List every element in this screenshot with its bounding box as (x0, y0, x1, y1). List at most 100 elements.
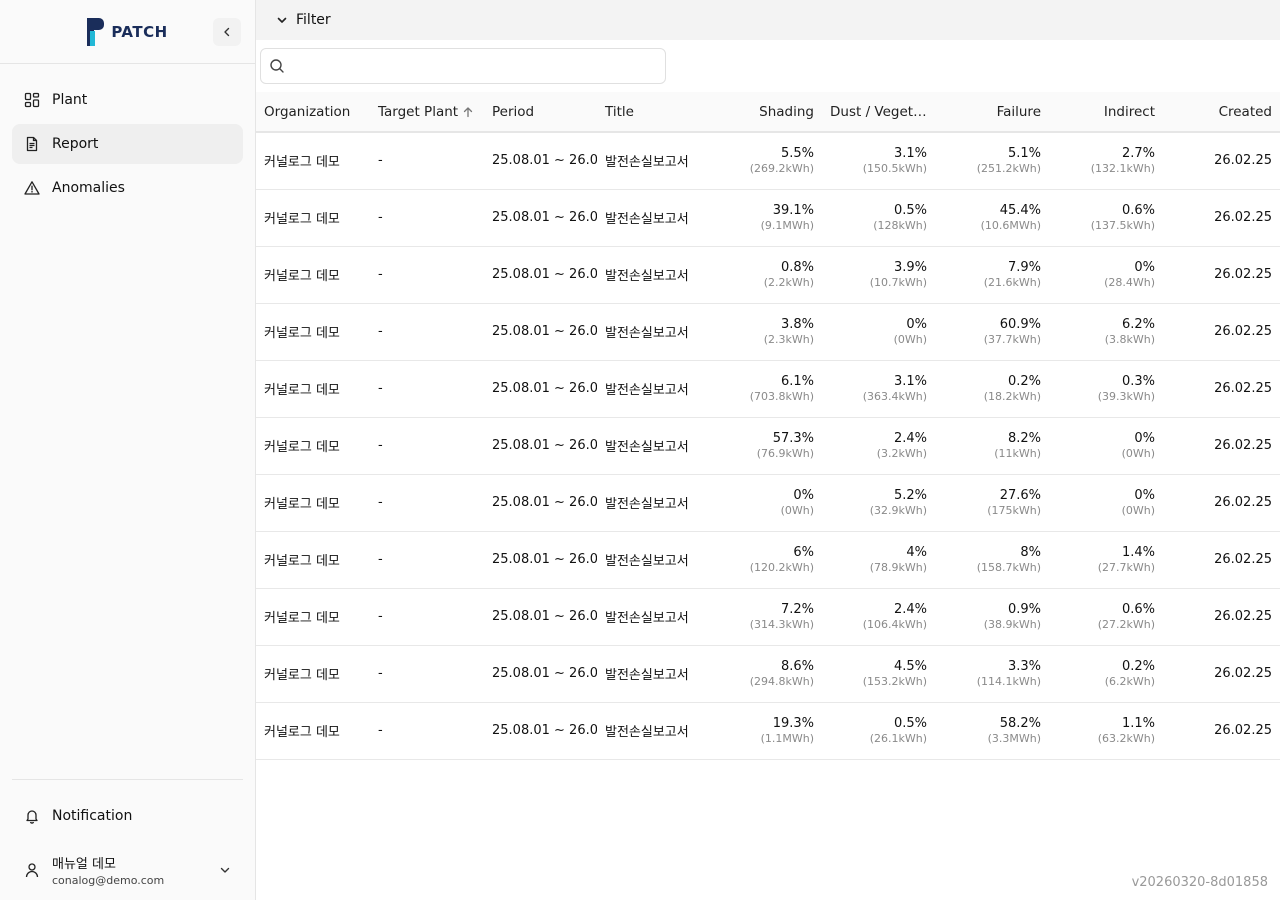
column-header-period[interactable]: Period (492, 103, 535, 120)
column-header-dust-vegetation[interactable]: Dust / Vegeta... (830, 103, 935, 120)
cell-created: 26.02.25 (1214, 210, 1272, 225)
collapse-sidebar-button[interactable] (213, 18, 241, 46)
cell-shading-percent: 5.5% (780, 146, 814, 162)
table-row[interactable]: 커널로그 데모 - 25.08.01 ~ 26.01. 발전손실보고서 3.8%(2.3… (256, 303, 1280, 360)
sidebar-item-anomalies[interactable]: Anomalies (12, 168, 243, 208)
cell-shading: 39.1% (9.1MWh) (722, 189, 822, 246)
cell-failure: 8% (158.7kWh) (935, 531, 1049, 588)
cell-dust-vegetation: 4% (78.9kWh) (822, 531, 935, 588)
cell-shading-percent: 6.1% (780, 374, 814, 389)
search-icon (270, 59, 284, 73)
table-row[interactable]: 커널로그 데모 - 25.08.01 ~ 26.01. 발전손실보고서 6.1%(703… (256, 360, 1280, 417)
notification-button[interactable]: Notification (12, 796, 243, 836)
cell-dust-vegetation-percent: 4% (906, 545, 927, 560)
warning-icon (24, 181, 40, 195)
cell-indirect-energy: (27.7kWh) (1097, 561, 1155, 574)
cell-indirect-energy: (27.2kWh) (1097, 618, 1155, 631)
table-row[interactable]: 커널로그 데모 - 25.08.01 ~ 26.01. 발전손실보고서 57.3%(76… (256, 417, 1280, 474)
cell-shading-energy: (120.2kWh) (749, 561, 814, 574)
cell-indirect-percent: 0% (1134, 488, 1155, 503)
filter-toggle[interactable]: Filter (256, 0, 1280, 40)
column-header-title[interactable]: Title (605, 103, 634, 120)
cell-indirect: 1.4% (27.7kWh) (1049, 531, 1163, 588)
table-row[interactable]: 커널로그 데모 - 25.08.01 ~ 26.01. 발전손실보고서 5.5%(269… (256, 132, 1280, 189)
table-row[interactable]: 커널로그 데모 - 25.08.01 ~ 26.01. 발전손실보고서 39.1%(9.… (256, 189, 1280, 246)
chevron-left-icon (224, 27, 230, 37)
cell-failure: 45.4% (10.6MWh) (935, 189, 1049, 246)
column-header-created[interactable]: Created (1218, 103, 1272, 120)
cell-shading-energy: (76.9kWh) (756, 447, 814, 460)
cell-period: 25.08.01 ~ 26.01. (492, 666, 597, 681)
cell-target-plant: - (378, 210, 383, 225)
cell-failure-percent: 5.1% (1007, 146, 1041, 162)
column-header-indirect[interactable]: Indirect (1103, 103, 1155, 120)
user-info: 매뉴얼 데모 conalog@demo.com (52, 853, 207, 887)
user-menu[interactable]: 매뉴얼 데모 conalog@demo.com (12, 840, 243, 900)
table-row[interactable]: 커널로그 데모 - 25.08.01 ~ 26.01. 발전손실보고서 7.2%(314… (256, 588, 1280, 645)
chevron-down-icon (220, 867, 230, 873)
cell-organization: 커널로그 데모 (264, 383, 340, 398)
cell-dust-vegetation: 3.1% (150.5kWh) (822, 132, 935, 189)
document-icon (26, 136, 38, 152)
cell-shading-energy: (0Wh) (780, 504, 814, 517)
table-row[interactable]: 커널로그 데모 - 25.08.01 ~ 26.01. 발전손실보고서 6%(120.2… (256, 531, 1280, 588)
user-email: conalog@demo.com (52, 874, 165, 887)
notification-label: Notification (52, 808, 133, 824)
cell-indirect-percent: 0% (1134, 431, 1155, 446)
column-header-target-plant[interactable]: Target Plant (370, 92, 484, 132)
table-row[interactable]: 커널로그 데모-25.08.01 ~ 26.01.발전손실보고서0%(0Wh)5… (256, 474, 1280, 531)
cell-dust-vegetation-energy: (32.9kWh) (869, 504, 927, 517)
column-header-shading[interactable]: Shading (759, 103, 814, 120)
cell-organization: 커널로그 데모 (264, 269, 340, 284)
cell-failure: 7.9% (21.6kWh) (935, 246, 1049, 303)
cell-created: 26.02.25 (1214, 552, 1272, 567)
cell-target-plant: - (378, 438, 383, 453)
cell-shading: 7.2% (314.3kWh) (722, 588, 822, 645)
search-input[interactable] (293, 58, 657, 74)
cell-indirect: 1.1% (63.2kWh) (1049, 702, 1163, 759)
table-row[interactable]: 커널로그 데모 - 25.08.01 ~ 26.01. 발전손실보고서 0.8%(2.2… (256, 246, 1280, 303)
cell-failure-percent: 27.6% (999, 488, 1041, 503)
cell-title: 발전손실보고서 (605, 611, 689, 626)
column-header-organization[interactable]: Organization (264, 103, 351, 120)
cell-title: 발전손실보고서 (605, 497, 689, 512)
cell-indirect-percent: 0.6% (1121, 203, 1155, 218)
cell-target-plant: - (378, 666, 383, 681)
cell-dust-vegetation-percent: 0.5% (893, 203, 927, 218)
cell-shading: 6.1% (703.8kWh) (722, 360, 822, 417)
cell-indirect: 0.3% (39.3kWh) (1049, 360, 1163, 417)
cell-failure-percent: 0.9% (1007, 602, 1041, 617)
search-box (260, 48, 666, 84)
cell-created: 26.02.25 (1214, 381, 1272, 396)
cell-organization: 커널로그 데모 (264, 440, 340, 455)
cell-dust-vegetation-percent: 5.2% (893, 488, 927, 503)
cell-shading: 3.8% (2.3kWh) (722, 303, 822, 360)
cell-created: 26.02.25 (1214, 153, 1272, 169)
cell-shading-percent: 57.3% (772, 431, 814, 446)
cell-indirect-energy: (3.8kWh) (1104, 333, 1155, 346)
patch-logo[interactable]: PATCH (87, 17, 167, 46)
sidebar-item-report[interactable]: Report (12, 124, 243, 164)
main-content: Filter Organization Target Plant Period … (256, 0, 1280, 900)
cell-dust-vegetation-percent: 3.1% (893, 374, 927, 389)
table-row[interactable]: 커널로그 데모 - 25.08.01 ~ 26.01. 발전손실보고서 19.3%(1.… (256, 702, 1280, 759)
app-version: v20260320-8d01858 (1131, 875, 1268, 890)
cell-dust-vegetation: 4.5% (153.2kWh) (822, 645, 935, 702)
sidebar-item-plant[interactable]: Plant (12, 80, 243, 120)
table-row[interactable]: 커널로그 데모 - 25.08.01 ~ 26.01. 발전손실보고서 8.6%(294… (256, 645, 1280, 702)
cell-organization: 커널로그 데모 (264, 326, 340, 341)
cell-failure-percent: 58.2% (999, 716, 1041, 731)
cell-created: 26.02.25 (1214, 495, 1272, 510)
cell-title: 발전손실보고서 (605, 212, 689, 227)
cell-dust-vegetation: 2.4% (106.4kWh) (822, 588, 935, 645)
report-table: Organization Target Plant Period Title S… (256, 92, 1280, 760)
cell-title: 발전손실보고서 (605, 326, 689, 341)
cell-shading-percent: 19.3% (772, 716, 814, 731)
cell-dust-vegetation-energy: (128kWh) (873, 219, 927, 232)
cell-title: 발전손실보고서 (605, 554, 689, 569)
table-header: Organization Target Plant Period Title S… (256, 92, 1280, 132)
cell-created: 26.02.25 (1214, 267, 1272, 282)
cell-created: 26.02.25 (1214, 324, 1272, 339)
cell-target-plant: - (378, 552, 383, 567)
column-header-failure[interactable]: Failure (996, 103, 1041, 120)
